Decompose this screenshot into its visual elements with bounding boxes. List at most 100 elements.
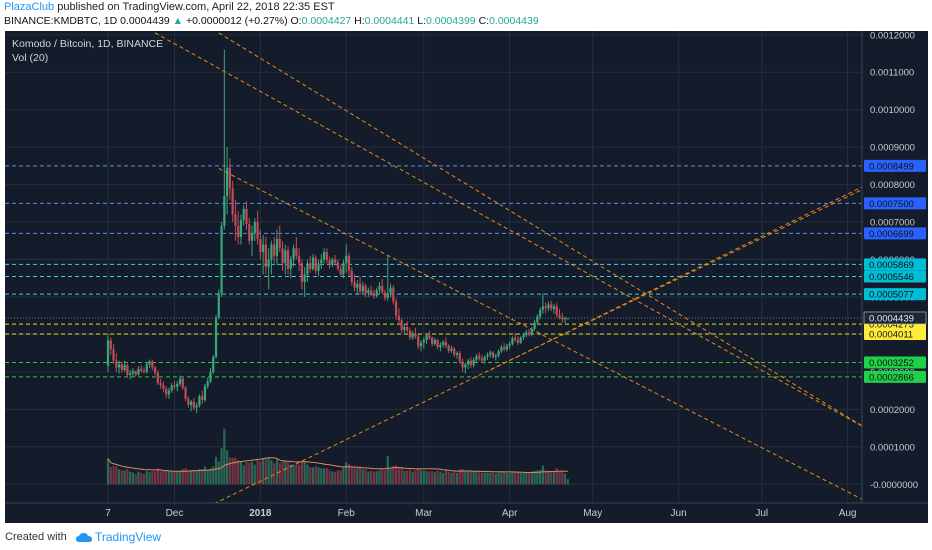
candle[interactable] bbox=[148, 359, 151, 369]
trend-line[interactable] bbox=[218, 32, 868, 430]
candle[interactable] bbox=[112, 344, 115, 364]
candle[interactable] bbox=[489, 350, 492, 358]
candle[interactable] bbox=[541, 293, 544, 314]
candle[interactable] bbox=[525, 329, 528, 338]
candle[interactable] bbox=[530, 326, 533, 337]
candle[interactable] bbox=[325, 248, 328, 264]
candle[interactable] bbox=[190, 399, 193, 412]
candle[interactable] bbox=[453, 347, 456, 357]
candle[interactable] bbox=[289, 255, 292, 279]
candle[interactable] bbox=[430, 336, 434, 347]
time-axis-panel[interactable] bbox=[5, 503, 928, 523]
candle[interactable] bbox=[533, 320, 536, 331]
candle[interactable] bbox=[292, 244, 295, 267]
candle[interactable] bbox=[331, 257, 334, 267]
candle[interactable] bbox=[516, 335, 520, 345]
candle[interactable] bbox=[478, 352, 481, 361]
candle[interactable] bbox=[403, 323, 406, 335]
candle[interactable] bbox=[173, 380, 176, 390]
candle[interactable] bbox=[156, 370, 159, 385]
candle[interactable] bbox=[134, 370, 137, 377]
candle[interactable] bbox=[544, 302, 547, 314]
candle[interactable] bbox=[561, 312, 564, 323]
candle[interactable] bbox=[464, 362, 467, 374]
candle[interactable] bbox=[514, 332, 517, 342]
candle[interactable] bbox=[442, 340, 445, 348]
candle[interactable] bbox=[178, 375, 182, 387]
candle[interactable] bbox=[250, 225, 254, 256]
candle[interactable] bbox=[234, 199, 237, 241]
candle[interactable] bbox=[245, 201, 248, 230]
candle[interactable] bbox=[198, 394, 201, 408]
candle[interactable] bbox=[256, 210, 259, 245]
candle[interactable] bbox=[303, 267, 306, 297]
candle[interactable] bbox=[375, 287, 378, 298]
candle[interactable] bbox=[364, 283, 367, 297]
candle[interactable] bbox=[187, 396, 190, 408]
candle[interactable] bbox=[153, 365, 157, 376]
chart-container[interactable]: 0.0012000 0.0011000 0.0010000 0.0009000 0.00… bbox=[5, 30, 928, 523]
candle[interactable] bbox=[472, 357, 475, 368]
candle[interactable] bbox=[262, 235, 265, 275]
candle[interactable] bbox=[253, 218, 256, 241]
candle[interactable] bbox=[170, 383, 173, 393]
candle[interactable] bbox=[248, 217, 251, 245]
candle[interactable] bbox=[455, 351, 459, 359]
candle[interactable] bbox=[309, 255, 312, 273]
candle[interactable] bbox=[223, 49, 226, 230]
candle[interactable] bbox=[381, 278, 384, 294]
candle[interactable] bbox=[151, 359, 154, 371]
candle[interactable] bbox=[447, 344, 450, 354]
candle[interactable] bbox=[181, 376, 184, 390]
candle[interactable] bbox=[361, 281, 364, 296]
candle[interactable] bbox=[505, 343, 508, 352]
candle[interactable] bbox=[527, 328, 531, 337]
candle[interactable] bbox=[278, 225, 281, 253]
candle[interactable] bbox=[267, 248, 270, 290]
candle[interactable] bbox=[209, 368, 212, 384]
candle[interactable] bbox=[386, 255, 389, 301]
candle[interactable] bbox=[273, 237, 276, 264]
candle[interactable] bbox=[392, 284, 395, 305]
candle[interactable] bbox=[508, 341, 511, 349]
candle[interactable] bbox=[370, 285, 373, 297]
candle[interactable] bbox=[314, 255, 317, 275]
candle[interactable] bbox=[458, 350, 461, 364]
candle[interactable] bbox=[176, 381, 179, 392]
candle[interactable] bbox=[339, 265, 342, 277]
candle[interactable] bbox=[406, 321, 409, 333]
candle[interactable] bbox=[137, 366, 140, 376]
candle[interactable] bbox=[184, 386, 187, 402]
candle[interactable] bbox=[491, 350, 495, 359]
candle[interactable] bbox=[425, 333, 428, 344]
candle[interactable] bbox=[342, 259, 345, 279]
candle[interactable] bbox=[203, 383, 207, 402]
candle[interactable] bbox=[486, 352, 489, 360]
candle[interactable] bbox=[450, 345, 453, 354]
candle[interactable] bbox=[475, 353, 478, 363]
candle[interactable] bbox=[212, 355, 215, 374]
candle[interactable] bbox=[220, 222, 223, 297]
price-chart[interactable]: 0.0012000 0.0011000 0.0010000 0.0009000 0.00… bbox=[5, 30, 928, 523]
candle[interactable] bbox=[317, 259, 320, 277]
candle[interactable] bbox=[306, 259, 309, 282]
candle[interactable] bbox=[162, 381, 165, 393]
candle[interactable] bbox=[555, 302, 558, 318]
author-link[interactable]: PlazaClub bbox=[4, 1, 55, 13]
trend-line[interactable] bbox=[154, 32, 868, 430]
candle[interactable] bbox=[419, 340, 423, 352]
candle[interactable] bbox=[347, 252, 351, 277]
candle[interactable] bbox=[328, 256, 331, 269]
candle[interactable] bbox=[295, 237, 298, 260]
candle[interactable] bbox=[494, 353, 497, 361]
candle[interactable] bbox=[389, 283, 392, 298]
candle[interactable] bbox=[397, 308, 400, 326]
candle[interactable] bbox=[511, 336, 514, 346]
candle[interactable] bbox=[483, 355, 486, 364]
candle[interactable] bbox=[497, 349, 500, 358]
candle[interactable] bbox=[264, 237, 267, 275]
tradingview-logo-link[interactable]: TradingView bbox=[76, 530, 161, 544]
candle[interactable] bbox=[109, 337, 112, 356]
candle[interactable] bbox=[217, 289, 220, 320]
candle[interactable] bbox=[356, 280, 359, 296]
